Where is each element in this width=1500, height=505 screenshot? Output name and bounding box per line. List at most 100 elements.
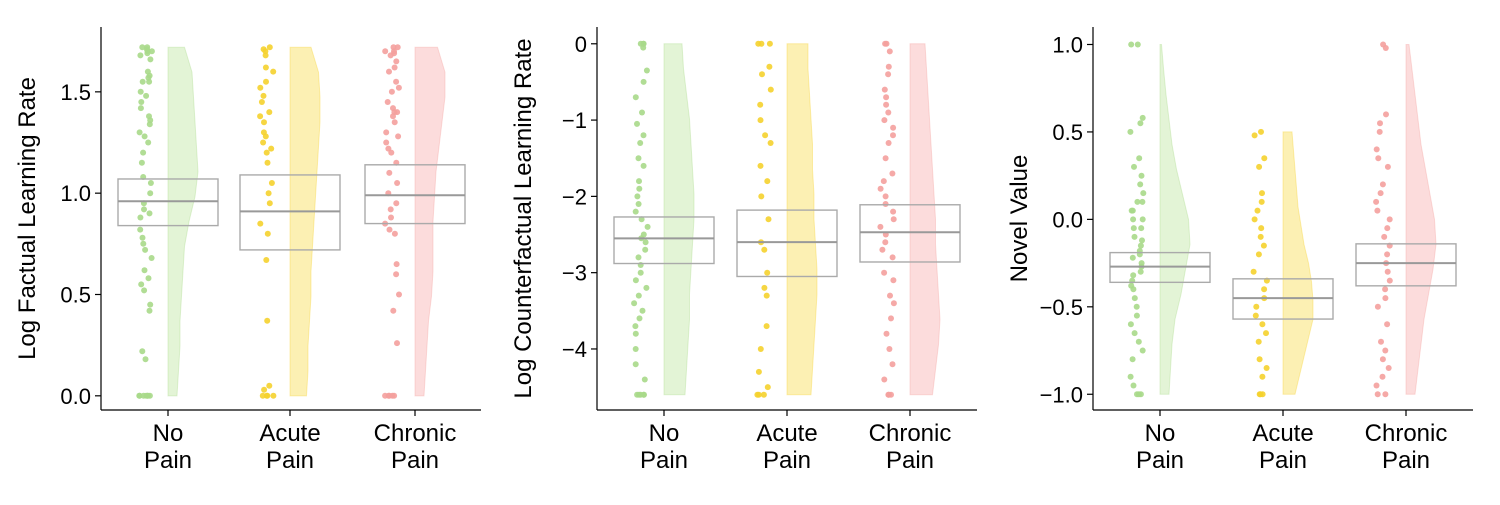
data-point	[1129, 254, 1136, 261]
data-point	[393, 261, 400, 268]
x-tick-label-line2: Pain	[266, 447, 314, 474]
y-tick-label: −2	[562, 184, 587, 209]
data-point	[1258, 198, 1265, 205]
data-point	[761, 284, 768, 291]
data-point	[266, 109, 273, 116]
data-point	[1382, 45, 1389, 51]
data-point	[637, 140, 644, 146]
data-point	[1383, 111, 1389, 118]
x-tick-label-line1: Chronic	[1365, 420, 1448, 447]
data-point	[1253, 303, 1260, 310]
data-point	[1374, 391, 1381, 398]
data-point	[145, 275, 152, 282]
data-point	[766, 63, 773, 70]
x-tick-label-line1: Acute	[259, 420, 320, 447]
data-point	[1374, 303, 1381, 310]
data-point	[632, 346, 639, 352]
data-point	[1135, 338, 1142, 345]
data-point	[1137, 268, 1144, 275]
data-point	[636, 315, 643, 322]
data-point	[883, 101, 890, 108]
data-point	[261, 119, 267, 126]
data-point	[1139, 114, 1146, 121]
x-tick-label-line1: Acute	[1252, 420, 1313, 447]
data-point	[1384, 225, 1391, 232]
violin-shape	[1405, 43, 1437, 395]
data-point	[388, 149, 395, 156]
x-tick-label-line1: Acute	[756, 420, 817, 447]
data-point	[1139, 237, 1145, 244]
data-point	[1255, 251, 1262, 258]
data-point	[1382, 295, 1389, 302]
data-point	[881, 269, 888, 276]
data-point	[881, 117, 888, 124]
data-point	[890, 208, 897, 215]
data-point	[640, 132, 647, 139]
data-point	[1251, 216, 1258, 223]
data-point	[888, 315, 894, 322]
data-point	[393, 200, 400, 207]
data-point	[1256, 163, 1263, 170]
data-point	[147, 56, 154, 63]
data-point	[386, 226, 393, 233]
data-point	[1373, 146, 1380, 153]
data-point	[139, 348, 146, 355]
data-point	[1130, 216, 1137, 223]
data-point	[640, 44, 647, 51]
data-point	[140, 149, 147, 156]
data-point	[632, 94, 639, 101]
data-point	[1131, 233, 1138, 240]
data-point	[1377, 120, 1383, 127]
data-point	[877, 185, 884, 192]
data-point	[394, 340, 400, 347]
data-point	[264, 230, 271, 237]
box-iqr	[364, 164, 466, 225]
data-point	[388, 88, 395, 95]
x-tick-label-line1: No	[649, 420, 680, 447]
data-point	[890, 216, 897, 223]
data-point	[390, 307, 397, 314]
data-point	[147, 190, 154, 197]
y-tick-label: −3	[562, 261, 587, 286]
data-point	[260, 92, 267, 99]
data-point	[1135, 391, 1142, 398]
data-point	[138, 159, 145, 166]
violin-shape	[663, 43, 695, 396]
data-point	[262, 52, 269, 59]
data-point	[881, 86, 888, 93]
box-iqr	[613, 216, 715, 265]
data-point	[396, 291, 402, 298]
data-point	[138, 99, 145, 105]
data-point	[890, 132, 896, 139]
chart-panel-2: −4 −3 −2 −1 0 Log Counterfactual Learning Rat…	[510, 27, 977, 474]
data-point	[1259, 321, 1266, 328]
data-point	[886, 346, 893, 352]
data-point	[1127, 128, 1134, 135]
data-point	[139, 78, 146, 85]
data-point	[757, 162, 764, 169]
data-point	[1133, 312, 1140, 319]
data-point	[757, 346, 764, 352]
data-point	[141, 267, 148, 274]
y-axis-label: Novel Value	[1006, 155, 1033, 283]
data-point	[761, 246, 768, 253]
data-point	[1376, 128, 1383, 135]
y-tick-label: −1.0	[1040, 382, 1083, 407]
data-point	[382, 48, 389, 55]
data-point	[142, 356, 149, 363]
data-point	[765, 216, 772, 223]
data-point	[386, 68, 392, 75]
data-point	[137, 105, 144, 112]
data-point	[632, 361, 639, 368]
data-point	[883, 330, 890, 337]
data-point	[1128, 41, 1135, 48]
data-point	[387, 52, 394, 59]
data-point	[1256, 356, 1263, 363]
data-point	[757, 101, 764, 108]
data-point	[639, 109, 645, 116]
y-tick-label: −0.5	[1040, 295, 1083, 320]
data-point	[757, 117, 764, 124]
data-point	[885, 140, 892, 146]
x-tick-label-line1: No	[1145, 420, 1176, 447]
